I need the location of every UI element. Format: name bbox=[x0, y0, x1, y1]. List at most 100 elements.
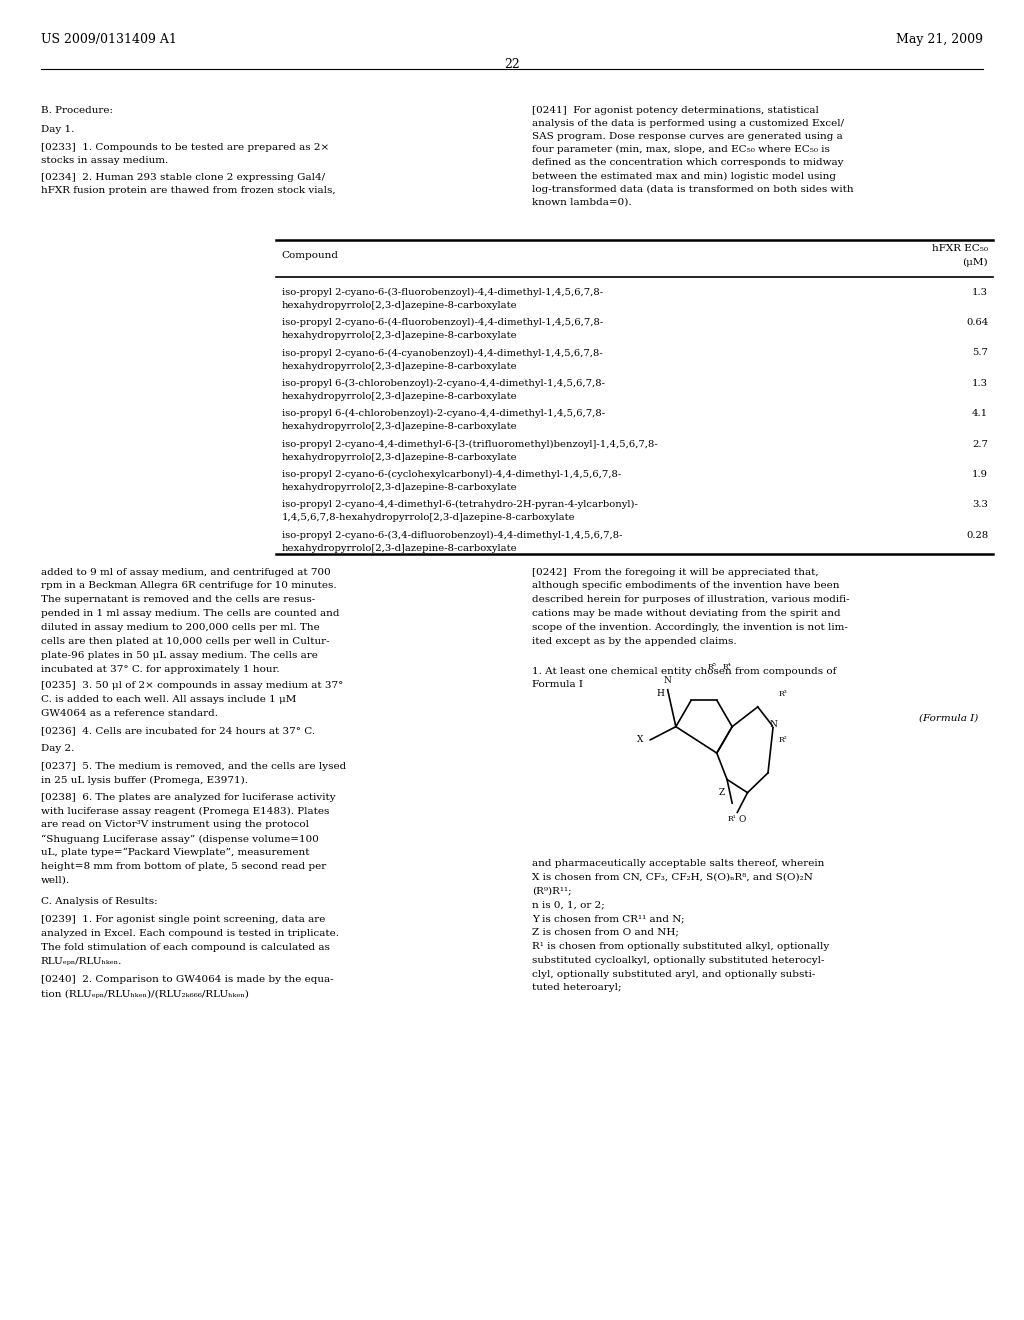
Text: The fold stimulation of each compound is calculated as: The fold stimulation of each compound is… bbox=[41, 944, 330, 952]
Text: Formula I: Formula I bbox=[532, 681, 584, 689]
Text: incubated at 37° C. for approximately 1 hour.: incubated at 37° C. for approximately 1 … bbox=[41, 665, 280, 673]
Text: [0239]  1. For agonist single point screening, data are: [0239] 1. For agonist single point scree… bbox=[41, 916, 326, 924]
Text: [0234]  2. Human 293 stable clone 2 expressing Gal4/: [0234] 2. Human 293 stable clone 2 expre… bbox=[41, 173, 325, 182]
Text: hexahydropyrrolo[2,3-d]azepine-8-carboxylate: hexahydropyrrolo[2,3-d]azepine-8-carboxy… bbox=[282, 483, 517, 492]
Text: Day 1.: Day 1. bbox=[41, 125, 75, 135]
Text: between the estimated max and min) logistic model using: between the estimated max and min) logis… bbox=[532, 172, 837, 181]
Text: O: O bbox=[738, 814, 746, 824]
Text: 2.7: 2.7 bbox=[972, 440, 988, 449]
Text: iso-propyl 2-cyano-6-(3-fluorobenzoyl)-4,4-dimethyl-1,4,5,6,7,8-: iso-propyl 2-cyano-6-(3-fluorobenzoyl)-4… bbox=[282, 288, 603, 297]
Text: [0242]  From the foregoing it will be appreciated that,: [0242] From the foregoing it will be app… bbox=[532, 568, 819, 577]
Text: 1.9: 1.9 bbox=[972, 470, 988, 479]
Text: R²: R² bbox=[779, 735, 787, 744]
Text: “Shuguang Luciferase assay” (dispense volume=100: “Shuguang Luciferase assay” (dispense vo… bbox=[41, 834, 318, 843]
Text: 3.3: 3.3 bbox=[972, 500, 988, 510]
Text: 1. At least one chemical entity chosen from compounds of: 1. At least one chemical entity chosen f… bbox=[532, 667, 837, 676]
Text: plate-96 plates in 50 μL assay medium. The cells are: plate-96 plates in 50 μL assay medium. T… bbox=[41, 651, 317, 660]
Text: [0236]  4. Cells are incubated for 24 hours at 37° C.: [0236] 4. Cells are incubated for 24 hou… bbox=[41, 726, 315, 735]
Text: analysis of the data is performed using a customized Excel/: analysis of the data is performed using … bbox=[532, 119, 845, 128]
Text: Compound: Compound bbox=[282, 251, 339, 260]
Text: iso-propyl 6-(3-chlorobenzoyl)-2-cyano-4,4-dimethyl-1,4,5,6,7,8-: iso-propyl 6-(3-chlorobenzoyl)-2-cyano-4… bbox=[282, 379, 604, 388]
Text: and pharmaceutically acceptable salts thereof, wherein: and pharmaceutically acceptable salts th… bbox=[532, 859, 825, 867]
Text: R¹: R¹ bbox=[728, 814, 736, 824]
Text: The supernatant is removed and the cells are resus-: The supernatant is removed and the cells… bbox=[41, 595, 315, 605]
Text: Day 2.: Day 2. bbox=[41, 744, 75, 754]
Text: ited except as by the appended claims.: ited except as by the appended claims. bbox=[532, 638, 737, 645]
Text: 0.64: 0.64 bbox=[966, 318, 988, 327]
Text: scope of the invention. Accordingly, the invention is not lim-: scope of the invention. Accordingly, the… bbox=[532, 623, 848, 632]
Text: May 21, 2009: May 21, 2009 bbox=[896, 33, 983, 46]
Text: [0241]  For agonist potency determinations, statistical: [0241] For agonist potency determination… bbox=[532, 106, 819, 115]
Text: C. is added to each well. All assays include 1 μM: C. is added to each well. All assays inc… bbox=[41, 694, 296, 704]
Text: Y is chosen from CR¹¹ and N;: Y is chosen from CR¹¹ and N; bbox=[532, 915, 685, 923]
Text: hexahydropyrrolo[2,3-d]azepine-8-carboxylate: hexahydropyrrolo[2,3-d]azepine-8-carboxy… bbox=[282, 453, 517, 462]
Text: iso-propyl 2-cyano-4,4-dimethyl-6-[3-(trifluoromethyl)benzoyl]-1,4,5,6,7,8-: iso-propyl 2-cyano-4,4-dimethyl-6-[3-(tr… bbox=[282, 440, 657, 449]
Text: 4.1: 4.1 bbox=[972, 409, 988, 418]
Text: in 25 uL lysis buffer (Promega, E3971).: in 25 uL lysis buffer (Promega, E3971). bbox=[41, 776, 248, 784]
Text: N: N bbox=[769, 719, 777, 729]
Text: with luciferase assay reagent (Promega E1483). Plates: with luciferase assay reagent (Promega E… bbox=[41, 807, 330, 816]
Text: [0233]  1. Compounds to be tested are prepared as 2×: [0233] 1. Compounds to be tested are pre… bbox=[41, 143, 329, 152]
Text: log-transformed data (data is transformed on both sides with: log-transformed data (data is transforme… bbox=[532, 185, 854, 194]
Text: X: X bbox=[637, 735, 643, 744]
Text: defined as the concentration which corresponds to midway: defined as the concentration which corre… bbox=[532, 158, 844, 168]
Text: analyzed in Excel. Each compound is tested in triplicate.: analyzed in Excel. Each compound is test… bbox=[41, 929, 339, 939]
Text: (R⁹)R¹¹;: (R⁹)R¹¹; bbox=[532, 887, 572, 895]
Text: Z is chosen from O and NH;: Z is chosen from O and NH; bbox=[532, 928, 679, 937]
Text: B. Procedure:: B. Procedure: bbox=[41, 106, 113, 115]
Text: hexahydropyrrolo[2,3-d]azepine-8-carboxylate: hexahydropyrrolo[2,3-d]azepine-8-carboxy… bbox=[282, 362, 517, 371]
Text: are read on Victor³V instrument using the protocol: are read on Victor³V instrument using th… bbox=[41, 821, 309, 829]
Text: tuted heteroaryl;: tuted heteroaryl; bbox=[532, 983, 622, 993]
Text: clyl, optionally substituted aryl, and optionally substi-: clyl, optionally substituted aryl, and o… bbox=[532, 970, 816, 978]
Text: iso-propyl 2-cyano-6-(4-cyanobenzoyl)-4,4-dimethyl-1,4,5,6,7,8-: iso-propyl 2-cyano-6-(4-cyanobenzoyl)-4,… bbox=[282, 348, 602, 358]
Text: diluted in assay medium to 200,000 cells per ml. The: diluted in assay medium to 200,000 cells… bbox=[41, 623, 319, 632]
Text: rpm in a Beckman Allegra 6R centrifuge for 10 minutes.: rpm in a Beckman Allegra 6R centrifuge f… bbox=[41, 582, 337, 590]
Text: N: N bbox=[664, 676, 672, 685]
Text: 0.28: 0.28 bbox=[966, 531, 988, 540]
Text: iso-propyl 6-(4-chlorobenzoyl)-2-cyano-4,4-dimethyl-1,4,5,6,7,8-: iso-propyl 6-(4-chlorobenzoyl)-2-cyano-4… bbox=[282, 409, 605, 418]
Text: height=8 mm from bottom of plate, 5 second read per: height=8 mm from bottom of plate, 5 seco… bbox=[41, 862, 327, 871]
Text: GW4064 as a reference standard.: GW4064 as a reference standard. bbox=[41, 709, 218, 718]
Text: Z: Z bbox=[727, 804, 733, 813]
Text: [0235]  3. 50 μl of 2× compounds in assay medium at 37°: [0235] 3. 50 μl of 2× compounds in assay… bbox=[41, 681, 343, 690]
Text: 22: 22 bbox=[504, 58, 520, 71]
Text: described herein for purposes of illustration, various modifi-: described herein for purposes of illustr… bbox=[532, 595, 850, 605]
Text: well).: well). bbox=[41, 876, 70, 884]
Text: hexahydropyrrolo[2,3-d]azepine-8-carboxylate: hexahydropyrrolo[2,3-d]azepine-8-carboxy… bbox=[282, 331, 517, 341]
Text: hexahydropyrrolo[2,3-d]azepine-8-carboxylate: hexahydropyrrolo[2,3-d]azepine-8-carboxy… bbox=[282, 392, 517, 401]
Text: [0238]  6. The plates are analyzed for luciferase activity: [0238] 6. The plates are analyzed for lu… bbox=[41, 792, 336, 801]
Text: hFXR EC₅₀: hFXR EC₅₀ bbox=[932, 244, 988, 253]
Text: R⁴: R⁴ bbox=[723, 663, 731, 672]
Text: hFXR fusion protein are thawed from frozen stock vials,: hFXR fusion protein are thawed from froz… bbox=[41, 186, 336, 195]
Text: iso-propyl 2-cyano-6-(cyclohexylcarbonyl)-4,4-dimethyl-1,4,5,6,7,8-: iso-propyl 2-cyano-6-(cyclohexylcarbonyl… bbox=[282, 470, 621, 479]
Text: 1,4,5,6,7,8-hexahydropyrrolo[2,3-d]azepine-8-carboxylate: 1,4,5,6,7,8-hexahydropyrrolo[2,3-d]azepi… bbox=[282, 513, 575, 523]
Text: iso-propyl 2-cyano-6-(4-fluorobenzoyl)-4,4-dimethyl-1,4,5,6,7,8-: iso-propyl 2-cyano-6-(4-fluorobenzoyl)-4… bbox=[282, 318, 603, 327]
Text: hexahydropyrrolo[2,3-d]azepine-8-carboxylate: hexahydropyrrolo[2,3-d]azepine-8-carboxy… bbox=[282, 301, 517, 310]
Text: [0240]  2. Comparison to GW4064 is made by the equa-: [0240] 2. Comparison to GW4064 is made b… bbox=[41, 975, 334, 985]
Text: n is 0, 1, or 2;: n is 0, 1, or 2; bbox=[532, 900, 605, 909]
Text: R¹ is chosen from optionally substituted alkyl, optionally: R¹ is chosen from optionally substituted… bbox=[532, 942, 829, 950]
Text: uL, plate type=“Packard Viewplate”, measurement: uL, plate type=“Packard Viewplate”, meas… bbox=[41, 849, 309, 858]
Text: although specific embodiments of the invention have been: although specific embodiments of the inv… bbox=[532, 582, 840, 590]
Text: cations may be made without deviating from the spirit and: cations may be made without deviating fr… bbox=[532, 610, 841, 618]
Text: tion (RLUₑₚₙ/RLUₕₖₑₙ)/(RLU₂ₖ₆₆₆/RLUₕₖₑₙ): tion (RLUₑₚₙ/RLUₕₖₑₙ)/(RLU₂ₖ₆₆₆/RLUₕₖₑₙ) bbox=[41, 990, 249, 998]
Text: H: H bbox=[656, 689, 665, 698]
Text: (Formula I): (Formula I) bbox=[919, 713, 978, 722]
Text: hexahydropyrrolo[2,3-d]azepine-8-carboxylate: hexahydropyrrolo[2,3-d]azepine-8-carboxy… bbox=[282, 422, 517, 432]
Text: four parameter (min, max, slope, and EC₅₀ where EC₅₀ is: four parameter (min, max, slope, and EC₅… bbox=[532, 145, 830, 154]
Text: cells are then plated at 10,000 cells per well in Cultur-: cells are then plated at 10,000 cells pe… bbox=[41, 638, 330, 645]
Text: RLUₑₚₙ/RLUₕₖₑₙ.: RLUₑₚₙ/RLUₕₖₑₙ. bbox=[41, 957, 122, 966]
Text: 1.3: 1.3 bbox=[972, 288, 988, 297]
Text: SAS program. Dose response curves are generated using a: SAS program. Dose response curves are ge… bbox=[532, 132, 843, 141]
Text: US 2009/0131409 A1: US 2009/0131409 A1 bbox=[41, 33, 177, 46]
Text: iso-propyl 2-cyano-6-(3,4-difluorobenzoyl)-4,4-dimethyl-1,4,5,6,7,8-: iso-propyl 2-cyano-6-(3,4-difluorobenzoy… bbox=[282, 531, 623, 540]
Text: X is chosen from CN, CF₃, CF₂H, S(O)ₙR⁸, and S(O)₂N: X is chosen from CN, CF₃, CF₂H, S(O)ₙR⁸,… bbox=[532, 873, 813, 882]
Text: iso-propyl 2-cyano-4,4-dimethyl-6-(tetrahydro-2H-pyran-4-ylcarbonyl)-: iso-propyl 2-cyano-4,4-dimethyl-6-(tetra… bbox=[282, 500, 638, 510]
Text: 5.7: 5.7 bbox=[972, 348, 988, 358]
Text: C. Analysis of Results:: C. Analysis of Results: bbox=[41, 898, 158, 906]
Text: pended in 1 ml assay medium. The cells are counted and: pended in 1 ml assay medium. The cells a… bbox=[41, 610, 340, 618]
Text: 1.3: 1.3 bbox=[972, 379, 988, 388]
Text: R³: R³ bbox=[779, 689, 787, 698]
Text: hexahydropyrrolo[2,3-d]azepine-8-carboxylate: hexahydropyrrolo[2,3-d]azepine-8-carboxy… bbox=[282, 544, 517, 553]
Text: R⁵: R⁵ bbox=[708, 663, 716, 672]
